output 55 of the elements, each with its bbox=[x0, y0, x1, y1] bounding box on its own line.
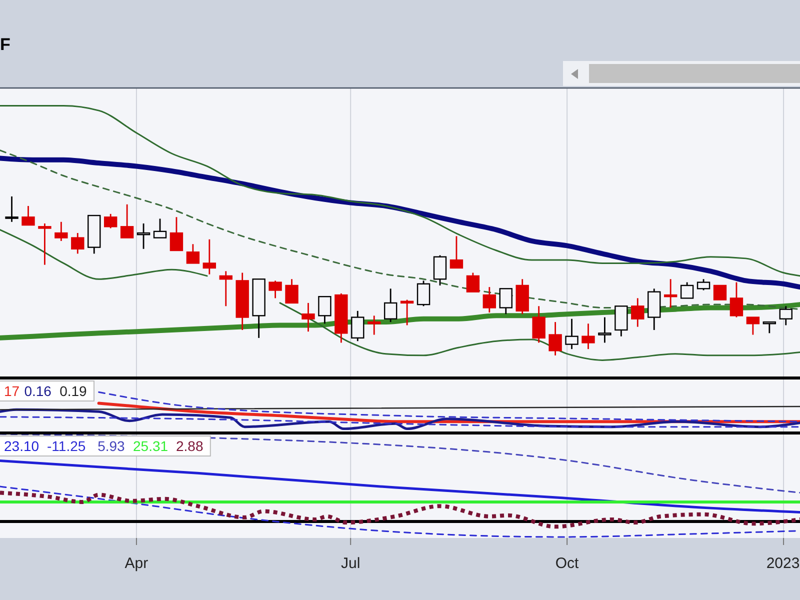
candlestick bbox=[762, 321, 776, 334]
candlestick bbox=[680, 282, 694, 299]
text: -11.25 bbox=[47, 438, 86, 454]
x-tick-label: Oct bbox=[555, 555, 580, 572]
series-label: 5.93 bbox=[98, 438, 126, 454]
candlestick bbox=[614, 305, 628, 338]
candlestick bbox=[598, 316, 612, 344]
chart-title: F bbox=[0, 35, 10, 54]
series-label: 0.19 bbox=[60, 383, 88, 399]
candlestick bbox=[104, 213, 118, 229]
candlestick bbox=[302, 302, 315, 332]
candlestick bbox=[631, 297, 644, 328]
candlestick bbox=[170, 216, 184, 252]
series-label: 23.10 bbox=[4, 438, 40, 454]
candlestick bbox=[202, 238, 216, 276]
candlestick bbox=[268, 280, 282, 299]
candlestick bbox=[746, 316, 760, 336]
candlestick bbox=[450, 235, 464, 269]
candlestick bbox=[664, 278, 678, 308]
candlestick bbox=[351, 310, 364, 342]
x-tick-label: Jul bbox=[340, 555, 360, 572]
candlestick bbox=[713, 284, 727, 300]
candlestick bbox=[482, 286, 496, 314]
candlestick bbox=[285, 278, 298, 304]
candlestick bbox=[400, 299, 414, 326]
candlestick bbox=[71, 232, 84, 254]
candlestick bbox=[38, 222, 52, 266]
candlestick bbox=[548, 321, 562, 356]
candlestick bbox=[136, 222, 150, 250]
candlestick bbox=[433, 254, 447, 286]
candlestick bbox=[318, 296, 332, 324]
x-tick-label: 2023 bbox=[766, 555, 800, 572]
candlestick bbox=[696, 278, 710, 291]
candlestick bbox=[532, 305, 546, 344]
series-label: 0.16 bbox=[24, 383, 52, 399]
candlestick bbox=[54, 221, 68, 242]
candlestick bbox=[466, 272, 480, 293]
text: 25.31 bbox=[133, 438, 168, 454]
candlestick bbox=[120, 204, 134, 238]
candlestick bbox=[22, 205, 35, 226]
candlestick bbox=[499, 288, 512, 315]
candlestick bbox=[384, 288, 398, 323]
candlestick bbox=[779, 305, 792, 326]
candlestick bbox=[219, 270, 232, 307]
candlestick bbox=[730, 282, 744, 318]
candlestick bbox=[153, 218, 167, 238]
candlestick bbox=[5, 196, 18, 223]
text: 2.88 bbox=[176, 438, 204, 454]
candlestick bbox=[582, 322, 595, 350]
candlestick bbox=[416, 280, 430, 307]
candlestick bbox=[565, 318, 578, 350]
x-tick-label: Apr bbox=[124, 555, 148, 572]
text: 17 bbox=[4, 383, 20, 399]
candlestick bbox=[186, 243, 200, 264]
candlestick bbox=[368, 314, 381, 336]
